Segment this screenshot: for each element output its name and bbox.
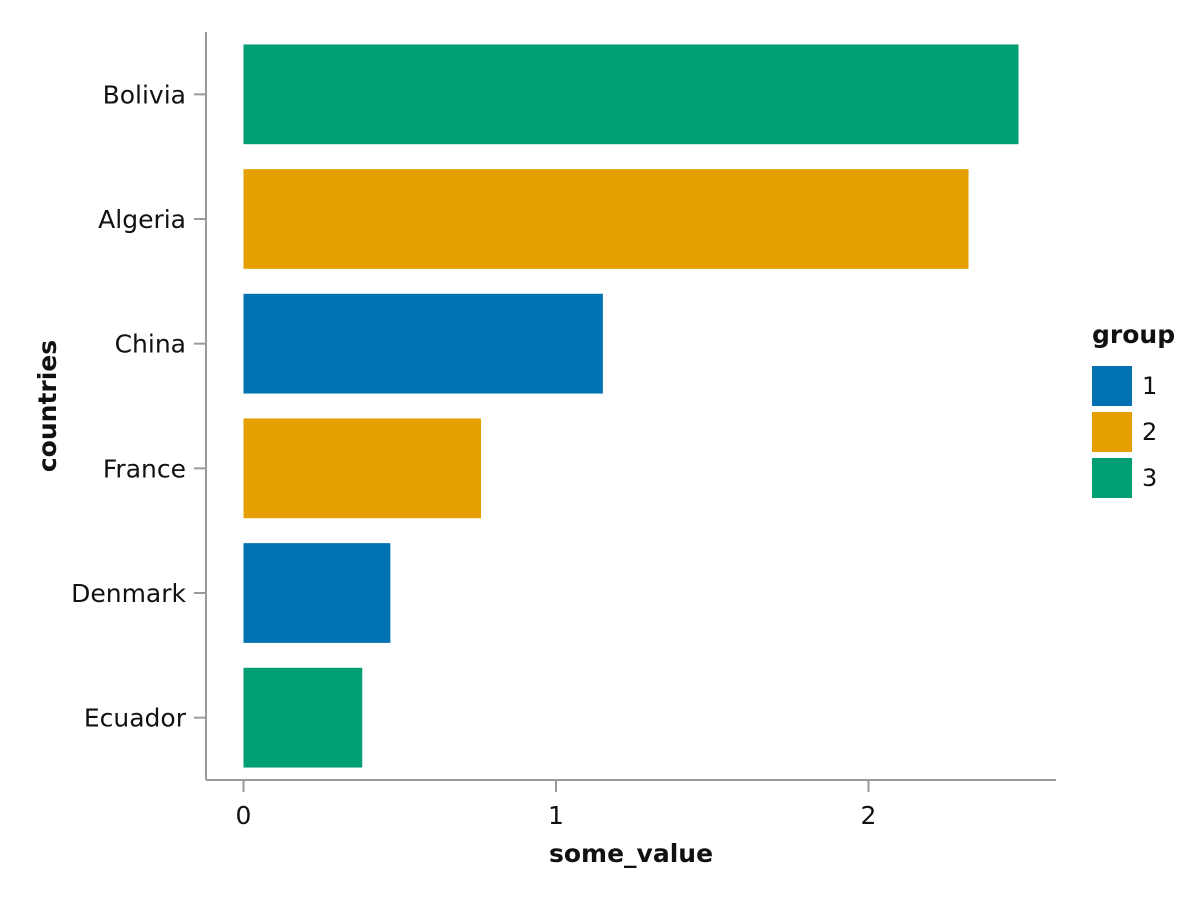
x-tick-label-2: 2 xyxy=(861,801,877,830)
y-tick-label-china: China xyxy=(115,330,186,359)
y-tick-label-denmark: Denmark xyxy=(71,579,186,608)
bars-layer xyxy=(243,44,1019,768)
legend-swatch-3 xyxy=(1092,458,1132,498)
legend: 1 2 3 xyxy=(1092,366,1157,498)
bar-ecuador xyxy=(243,667,363,768)
bar-china xyxy=(243,293,603,394)
legend-title: group xyxy=(1092,320,1175,349)
bar-bolivia xyxy=(243,44,1019,145)
bar-algeria xyxy=(243,169,969,269)
y-tick-label-france: France xyxy=(103,454,186,483)
bar-denmark xyxy=(243,543,391,643)
x-axis-title: some_value xyxy=(549,839,713,868)
legend-swatch-1 xyxy=(1092,366,1132,406)
legend-label-2: 2 xyxy=(1142,418,1157,446)
y-tick-label-bolivia: Bolivia xyxy=(103,80,186,109)
legend-label-3: 3 xyxy=(1142,464,1157,492)
legend-swatch-2 xyxy=(1092,412,1132,452)
bar-france xyxy=(243,418,481,519)
legend-label-1: 1 xyxy=(1142,372,1157,400)
x-tick-label-0: 0 xyxy=(236,801,252,830)
y-axis-title: countries xyxy=(33,340,62,472)
y-tick-label-ecuador: Ecuador xyxy=(84,704,187,733)
y-tick-label-algeria: Algeria xyxy=(98,205,186,234)
axes-layer: Bolivia Algeria China France Denmark Ecuador 0… xyxy=(71,32,1056,830)
x-tick-label-1: 1 xyxy=(548,801,564,830)
